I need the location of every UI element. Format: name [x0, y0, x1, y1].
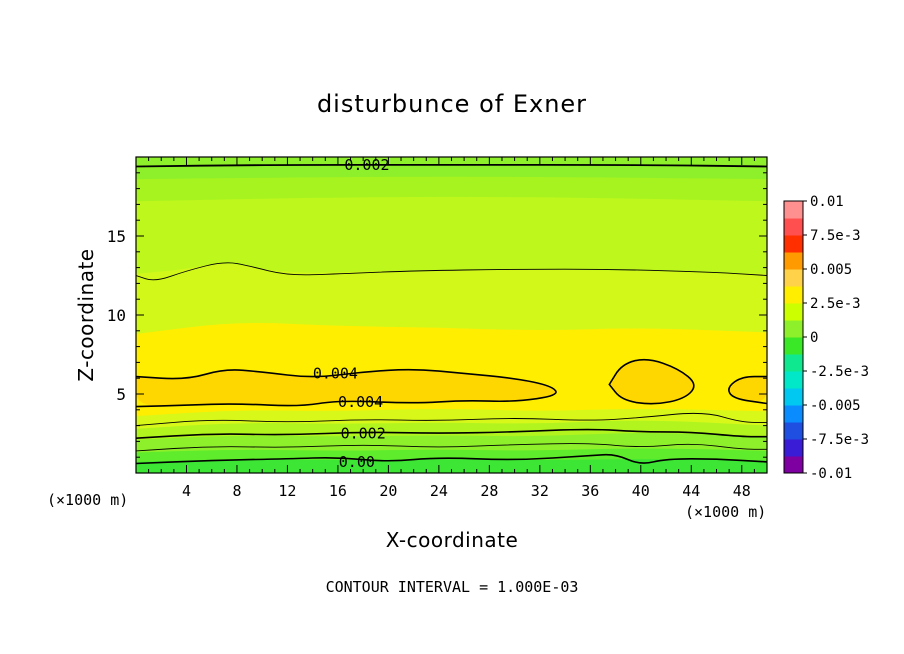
colorbar-label: 0.01	[810, 194, 844, 210]
colorbar-label: -0.01	[810, 466, 852, 482]
warm-patch	[728, 376, 767, 402]
colorbar-label: -7.5e-3	[810, 432, 869, 448]
contour-line	[136, 428, 767, 439]
y-tick-label: 5	[116, 385, 126, 404]
colorbar-swatch	[784, 456, 803, 474]
contour-label: 0.002	[341, 425, 386, 443]
y-axis-title: Z-coordinate	[74, 248, 98, 381]
colorbar-label: 7.5e-3	[810, 228, 861, 244]
colorbar-swatch	[784, 320, 803, 338]
colorbar-swatch	[784, 388, 803, 406]
contour-label: 0.004	[313, 364, 358, 382]
filled-contour-bands	[136, 157, 767, 473]
x-tick-label: 36	[581, 482, 599, 500]
contour-line	[136, 368, 557, 408]
warm-patch	[136, 369, 557, 406]
contour-line	[728, 375, 767, 405]
x-tick-label: 32	[531, 482, 549, 500]
y-tick-label: 10	[107, 306, 126, 325]
x-tick-label: 16	[329, 482, 347, 500]
chart-title: disturbunce of Exner	[317, 90, 587, 118]
contour-label: 0.00	[339, 453, 375, 471]
colorbar-swatch	[784, 405, 803, 423]
colorbar-swatch	[784, 252, 803, 270]
colorbar-swatch	[784, 337, 803, 355]
warm-patch	[609, 359, 694, 404]
colorbar: 0.01 7.5e-3 0.005 2.5e-3 0 -2.5e-3 -0.005 -7.5e…	[783, 194, 869, 482]
colorbar-swatch	[784, 269, 803, 287]
colorbar-swatch	[784, 354, 803, 372]
contour-line	[136, 262, 767, 281]
contour-line	[136, 163, 767, 168]
x-tick-label: 40	[632, 482, 650, 500]
contour-line	[136, 443, 767, 452]
colorbar-swatch	[784, 286, 803, 304]
colorbar-label: 2.5e-3	[810, 296, 861, 312]
x-tick-label: 44	[682, 482, 700, 500]
colorbar-swatch	[784, 371, 803, 389]
x-axis-title: X-coordinate	[386, 528, 519, 552]
colorbar-swatch	[784, 235, 803, 253]
contour-label: 0.002	[344, 156, 389, 174]
colorbar-label: -0.005	[810, 398, 861, 414]
colorbar-swatch	[784, 218, 803, 236]
contour-labels: 0.002 0.004 0.004 0.002 0.00	[313, 156, 390, 471]
colorbar-swatch	[784, 439, 803, 457]
x-tick-label: 48	[733, 482, 751, 500]
x-tick-label: 8	[232, 482, 241, 500]
colorbar-swatch	[784, 303, 803, 321]
contour-line	[136, 412, 767, 427]
x-unit-label-right: (×1000 m)	[685, 503, 766, 521]
x-tick-label: 12	[278, 482, 296, 500]
x-tick-label: 4	[182, 482, 191, 500]
contour-lines	[136, 163, 767, 465]
y-tick-label: 15	[107, 227, 126, 246]
colorbar-swatch	[784, 201, 803, 219]
contour-line	[136, 453, 767, 465]
contour-line	[608, 358, 695, 405]
contour-label: 0.004	[338, 393, 383, 411]
colorbar-label: -2.5e-3	[810, 364, 869, 380]
colorbar-swatch	[784, 422, 803, 440]
x-tick-label: 24	[430, 482, 448, 500]
colorbar-label: 0.005	[810, 262, 852, 278]
contour-band	[136, 459, 767, 473]
colorbar-label: 0	[810, 330, 818, 346]
x-unit-label-left: (×1000 m)	[47, 491, 128, 509]
x-tick-label: 28	[480, 482, 498, 500]
x-tick-label: 20	[379, 482, 397, 500]
contour-interval-note: CONTOUR INTERVAL = 1.000E-03	[326, 578, 579, 596]
